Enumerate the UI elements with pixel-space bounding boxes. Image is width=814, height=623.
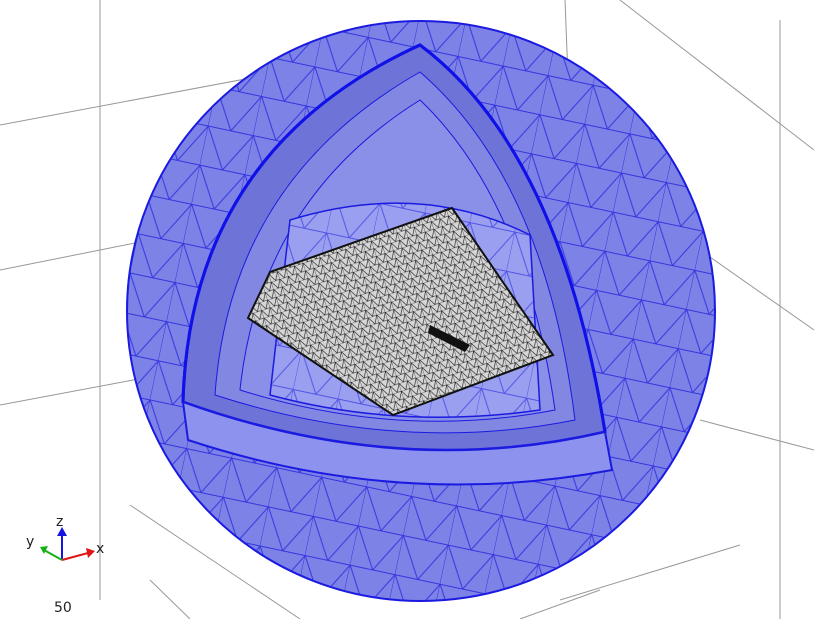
axis-label-x: x <box>96 541 104 557</box>
axis-triad: z y x <box>26 514 104 561</box>
scale-label: 50 <box>54 600 72 616</box>
axis-label-z: z <box>56 514 63 530</box>
axis-label-y: y <box>26 534 34 550</box>
plate-mesh <box>246 206 555 417</box>
